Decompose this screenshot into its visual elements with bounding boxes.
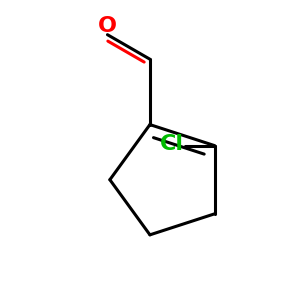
Text: Cl: Cl [160,134,184,154]
Text: O: O [98,16,117,36]
